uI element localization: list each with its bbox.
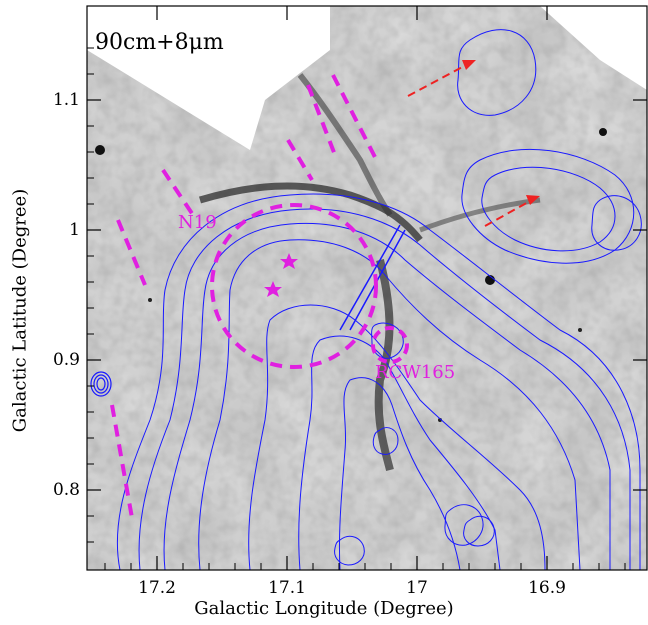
y-axis-label: Galactic Latitude (Degree)	[9, 188, 31, 433]
star-markers	[264, 253, 298, 297]
rcw165-label: RCW165	[375, 362, 456, 383]
dashed-line-5	[331, 74, 380, 164]
arrow-heads	[462, 60, 540, 205]
y-tick-label: 0.9	[52, 350, 80, 370]
n19-label: N19	[178, 212, 217, 233]
star-marker-1	[280, 253, 298, 269]
y-tick-label: 1	[69, 220, 80, 240]
dashed-line-3	[286, 138, 314, 182]
x-tick-label: 17.1	[268, 578, 306, 598]
x-tick-label: 17	[406, 578, 428, 598]
x-tick-label: 17.2	[138, 578, 176, 598]
magenta-markers	[110, 74, 409, 519]
radio-contours	[116, 29, 642, 570]
panel-label: 90cm+8μm	[95, 30, 224, 55]
dashed-line-4	[306, 84, 337, 156]
y-tick-label: 1.1	[52, 90, 80, 110]
dashed-line-2	[161, 168, 197, 220]
y-tick-label: 0.8	[52, 480, 80, 500]
arrowhead-upper	[462, 60, 476, 70]
arrow-upper	[407, 63, 469, 97]
star-marker-2	[264, 281, 282, 297]
mid-infrared-image	[87, 6, 647, 570]
minor-ticks	[87, 47, 626, 570]
outflow-arrows	[407, 63, 533, 227]
plot-frame	[86, 5, 648, 571]
n19-bubble-circle	[210, 203, 378, 369]
arrowhead-lower	[526, 195, 540, 205]
x-axis-label: Galactic Longitude (Degree)	[194, 598, 454, 619]
dashed-line-1	[116, 219, 147, 286]
x-tick-label: 16.9	[528, 578, 566, 598]
beam-ellipse	[90, 371, 112, 397]
rcw165-circle	[371, 326, 409, 364]
arrow-lower	[484, 199, 533, 227]
